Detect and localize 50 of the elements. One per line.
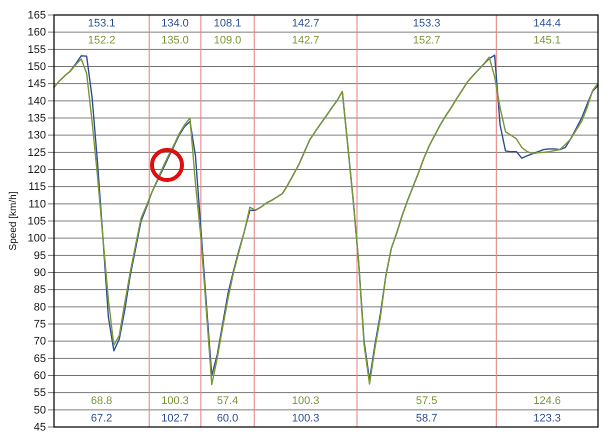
annotation: 102.7 [161,412,189,424]
y-tick-label: 145 [28,78,46,90]
annotation: 152.7 [412,34,440,47]
annotation: 109.0 [214,34,242,47]
annotation: 100.3 [292,395,320,408]
annotation: 152.2 [88,34,116,47]
y-tick-label: 50 [34,404,46,416]
annotation: 142.7 [292,34,320,47]
y-tick-label: 150 [28,61,46,74]
y-tick-label: 135 [28,112,46,125]
annotation: 124.6 [533,395,561,408]
annotation: 108.1 [214,17,242,30]
y-tick-label: 80 [34,301,46,314]
y-tick-label: 155 [28,44,46,56]
y-tick-label: 120 [28,164,46,176]
y-tick-label: 45 [34,422,46,434]
annotation: 57.5 [416,395,438,408]
y-tick-label: 75 [34,318,46,331]
y-tick-label: 90 [34,267,46,280]
annotation: 60.0 [216,412,238,424]
annotation: 58.7 [416,412,438,424]
y-tick-label: 95 [34,250,46,262]
y-tick-label: 65 [34,352,46,365]
annotation: 134.0 [161,17,189,30]
y-tick-label: 165 [28,10,46,22]
annotation: 123.3 [533,412,561,424]
y-tick-label: 55 [34,387,46,400]
y-tick-label: 115 [28,181,46,194]
y-tick-label: 100 [28,232,46,245]
y-tick-label: 105 [28,216,46,228]
annotation: 145.1 [533,34,561,47]
annotation: 57.4 [216,395,238,408]
annotation: 144.4 [533,17,561,30]
y-tick-label: 160 [28,26,46,39]
annotation: 67.2 [90,412,112,424]
annotation: 153.3 [412,17,440,30]
annotation: 142.7 [292,17,320,30]
y-tick-label: 70 [34,336,46,348]
y-tick-label: 125 [28,146,46,159]
annotation: 135.0 [161,34,189,47]
annotation: 100.3 [161,395,189,408]
y-axis-title: Speed [km/h] [8,191,19,250]
annotation: 100.3 [292,412,320,424]
y-tick-label: 140 [28,95,46,108]
y-tick-label: 110 [28,198,46,210]
y-tick-label: 130 [28,130,46,142]
y-tick-label: 85 [34,284,46,296]
annotation: 153.1 [88,17,116,30]
annotation: 68.8 [90,395,112,408]
y-tick-label: 60 [34,370,46,382]
